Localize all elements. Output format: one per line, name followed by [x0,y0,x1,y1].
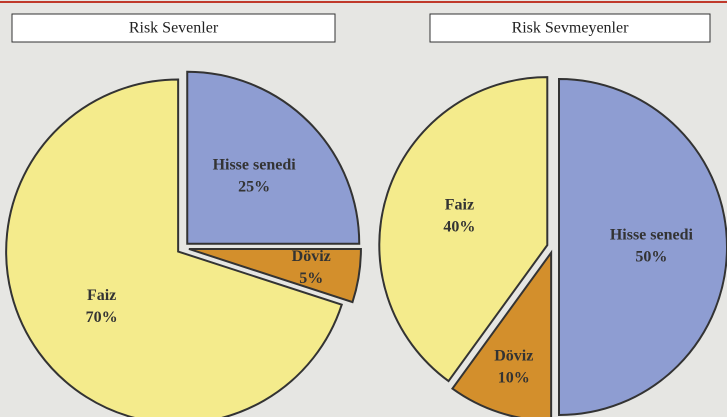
pie-slice [186,70,361,245]
value-label: 5% [299,270,323,287]
pie-slice [378,76,549,383]
title-box [11,13,336,43]
pie-slice [451,249,553,417]
title-box [429,13,711,43]
value-label: 70% [86,309,118,326]
slice-label: Faiz [445,196,474,213]
pie-slice [188,247,362,304]
slice-label: Hisse senedi [610,227,694,244]
value-label: 10% [498,369,530,386]
value-label: 50% [635,249,667,266]
pie-slice [5,78,343,417]
slice-label: Hisse senedi [213,157,297,174]
value-label: 25% [238,179,270,196]
slice-label: Döviz [292,248,331,265]
chart-title: Risk Sevmeyenler [512,20,630,37]
chart-title: Risk Sevenler [129,20,219,37]
slice-label: Faiz [87,287,116,304]
slice-label: Döviz [494,347,533,364]
value-label: 40% [443,218,475,235]
